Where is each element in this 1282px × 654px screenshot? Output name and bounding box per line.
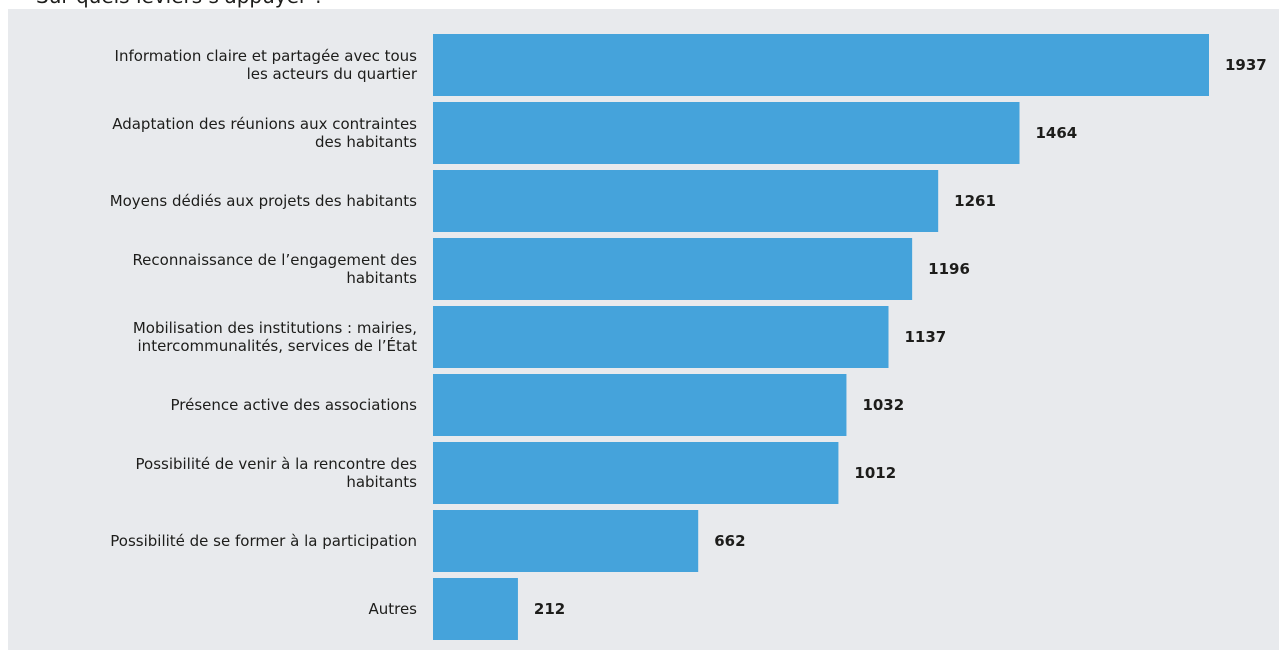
category-label-1: Adaptation des réunions aux contraintes d…	[112, 115, 417, 151]
bar-1	[433, 102, 1020, 164]
bar-6	[433, 442, 839, 504]
bar-3	[433, 238, 913, 300]
category-label-line: Possibilité de se former à la participat…	[110, 532, 417, 550]
chart-panel: Information claire et partagée avec tous…	[8, 9, 1279, 650]
value-label-7: 662	[714, 532, 745, 550]
bar-7	[433, 510, 699, 572]
value-label-5: 1032	[862, 396, 904, 414]
value-label-3: 1196	[928, 260, 970, 278]
value-label-2: 1261	[954, 192, 996, 210]
category-label-line: Adaptation des réunions aux contraintes	[112, 115, 417, 133]
category-label-0: Information claire et partagée avec tous…	[115, 47, 418, 83]
category-label-line: intercommunalités, services de l’État	[138, 336, 418, 355]
category-label-line: Moyens dédiés aux projets des habitants	[110, 192, 417, 210]
value-label-1: 1464	[1036, 124, 1078, 142]
bar-0	[433, 34, 1209, 96]
category-label-5: Présence active des associations	[171, 396, 418, 414]
category-label-line: habitants	[346, 269, 417, 287]
category-label-6: Possibilité de venir à la rencontre des h…	[136, 455, 418, 491]
value-label-8: 212	[534, 600, 565, 618]
category-label-line: Possibilité de venir à la rencontre des	[136, 455, 418, 473]
category-label-7: Possibilité de se former à la participat…	[110, 532, 417, 550]
value-label-4: 1137	[905, 328, 947, 346]
category-label-line: Reconnaissance de l’engagement des	[132, 251, 417, 269]
category-label-3: Reconnaissance de l’engagement des habita…	[132, 251, 417, 287]
value-label-6: 1012	[854, 464, 896, 482]
bar-2	[433, 170, 939, 232]
cropped-chart-title: Sur quels leviers s'appuyer ?	[0, 0, 1282, 8]
category-label-8: Autres	[368, 600, 417, 618]
category-label-4: Mobilisation des institutions : mairies,…	[133, 319, 417, 355]
bar-chart: Information claire et partagée avec tous…	[110, 34, 1267, 640]
category-label-line: les acteurs du quartier	[247, 65, 418, 83]
bar-5	[433, 374, 847, 436]
bar-8	[433, 578, 518, 640]
category-label-line: Information claire et partagée avec tous	[115, 47, 418, 65]
bar-4	[433, 306, 889, 368]
category-label-line: des habitants	[315, 133, 417, 151]
category-label-line: Autres	[368, 600, 417, 618]
category-label-line: habitants	[346, 473, 417, 491]
category-label-line: Mobilisation des institutions : mairies,	[133, 319, 417, 337]
value-label-0: 1937	[1225, 56, 1267, 74]
category-label-line: Présence active des associations	[171, 396, 418, 414]
category-label-2: Moyens dédiés aux projets des habitants	[110, 192, 417, 210]
